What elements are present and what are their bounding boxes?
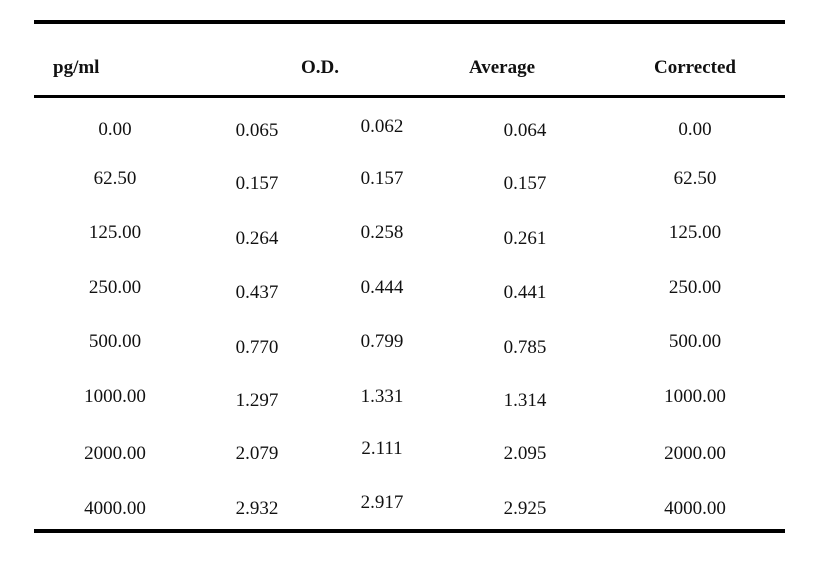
- cell-average: 0.441: [503, 282, 547, 303]
- cell-od-2: 2.111: [361, 438, 403, 459]
- cell-average: 0.064: [503, 120, 547, 141]
- cell-od-1: 0.770: [235, 337, 279, 358]
- cell-corrected: 0.00: [678, 119, 712, 140]
- cell-average: 0.261: [503, 228, 547, 249]
- cell-od-2: 0.444: [360, 277, 404, 298]
- cell-od-2: 0.062: [360, 116, 404, 137]
- cell-average: 0.157: [503, 173, 547, 194]
- cell-od-1: 0.264: [235, 228, 279, 249]
- cell-average: 2.925: [503, 498, 547, 519]
- cell-od-1: 2.932: [235, 498, 279, 519]
- cell-corrected: 4000.00: [664, 498, 726, 519]
- cell-od-1: 0.065: [235, 120, 279, 141]
- header-concentration: pg/ml: [53, 57, 100, 78]
- cell-concentration: 2000.00: [84, 443, 146, 464]
- header-corrected: Corrected: [654, 57, 736, 78]
- cell-od-2: 0.258: [360, 222, 404, 243]
- cell-corrected: 500.00: [668, 331, 722, 352]
- cell-average: 1.314: [503, 390, 547, 411]
- cell-concentration: 250.00: [88, 277, 142, 298]
- cell-average: 0.785: [503, 337, 547, 358]
- cell-concentration: 62.50: [93, 168, 137, 189]
- cell-concentration: 4000.00: [84, 498, 146, 519]
- cell-concentration: 1000.00: [84, 386, 146, 407]
- cell-od-2: 0.157: [360, 168, 404, 189]
- header-average: Average: [468, 57, 536, 78]
- header-od: O.D.: [301, 57, 339, 78]
- table-top-rule: [34, 20, 785, 24]
- table-bottom-rule: [34, 529, 785, 533]
- cell-od-1: 0.157: [235, 173, 279, 194]
- cell-corrected: 250.00: [668, 277, 722, 298]
- cell-concentration: 500.00: [88, 331, 142, 352]
- cell-corrected: 125.00: [668, 222, 722, 243]
- cell-corrected: 62.50: [673, 168, 717, 189]
- cell-od-1: 1.297: [235, 390, 279, 411]
- cell-od-2: 2.917: [360, 492, 404, 513]
- cell-corrected: 2000.00: [664, 443, 726, 464]
- cell-average: 2.095: [503, 443, 547, 464]
- cell-concentration: 0.00: [98, 119, 132, 140]
- cell-od-2: 0.799: [360, 331, 404, 352]
- table-header-rule: [34, 95, 785, 98]
- cell-od-1: 2.079: [235, 443, 279, 464]
- cell-od-2: 1.331: [360, 386, 404, 407]
- cell-od-1: 0.437: [235, 282, 279, 303]
- cell-corrected: 1000.00: [664, 386, 726, 407]
- cell-concentration: 125.00: [88, 222, 142, 243]
